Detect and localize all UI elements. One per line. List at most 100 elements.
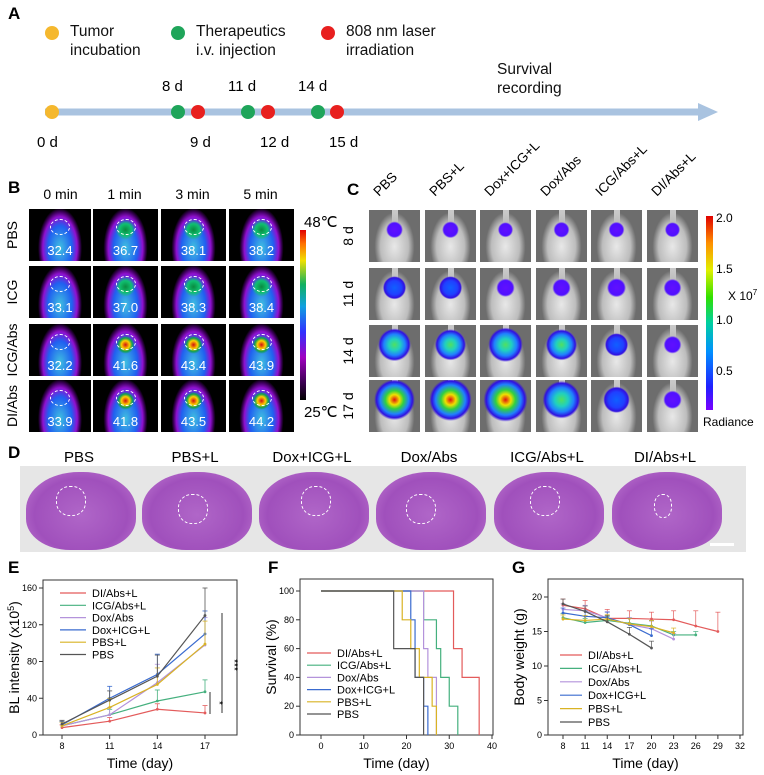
panel-label-c: C: [347, 180, 360, 199]
bioluminescence-image: [369, 268, 420, 320]
data-point: [650, 625, 653, 629]
bioluminescence-image: [591, 268, 642, 320]
legend-line2: irradiation: [346, 42, 415, 59]
x-tick-label: 23: [669, 741, 679, 751]
injection-dot: [241, 105, 255, 119]
y-axis-label: Body weight (g): [511, 608, 527, 705]
data-point: [716, 630, 720, 633]
y-tick-label: 80: [284, 615, 294, 625]
radiance-unit-base: X 10: [728, 289, 753, 303]
x-tick-label: 29: [713, 741, 723, 751]
x-axis-label: Time (day): [363, 755, 429, 771]
legend-label: ICG/Abs+L: [92, 600, 146, 612]
data-point: [203, 711, 207, 715]
thermal-image: 43.5: [161, 380, 226, 432]
y-tick-label: 0: [289, 730, 294, 740]
day-row-label: 11 d: [340, 280, 356, 308]
temperature-value: 36.7: [112, 243, 139, 258]
plot-frame-g: [547, 578, 744, 736]
survival-curve: [321, 590, 438, 735]
bioluminescence-image: [536, 325, 587, 377]
histology-column-header: Dox+ICG+L: [272, 449, 352, 466]
day-row-label: 8 d: [340, 226, 356, 246]
tumor-roi-circle: [50, 276, 70, 293]
tumor-outline: [530, 486, 560, 516]
tumor-outline: [56, 486, 86, 516]
laser-day-label: 9 d: [190, 134, 211, 151]
timeline-arrow: 0 d 8 d 9 d 11 d 12 d 14 d 15 d: [37, 78, 718, 151]
thermal-image: 38.3: [161, 266, 226, 318]
temperature-value: 38.3: [180, 300, 207, 315]
thermal-image: 38.4: [229, 266, 294, 318]
tumor-roi-circle: [251, 219, 272, 236]
y-tick-label: 5: [537, 696, 542, 706]
legend-label: Dox/Abs: [337, 672, 379, 684]
temperature-value: 38.4: [248, 300, 275, 315]
x-axis-label: Time (day): [107, 755, 173, 771]
data-point: [155, 707, 159, 711]
histology-column-header: Dox/Abs: [400, 449, 458, 466]
data-point: [627, 622, 631, 626]
legend-dot-1: [171, 26, 185, 40]
y-tick-label: 80: [27, 657, 37, 667]
x-tick-label: 11: [105, 741, 114, 751]
series-line: [61, 708, 206, 729]
survival-line2: recording: [497, 80, 562, 97]
x-tick-label: 40: [487, 741, 497, 751]
laser-dot: [191, 105, 205, 119]
thermal-image: 36.7: [93, 209, 158, 261]
x-tick-label: 14: [152, 741, 162, 751]
tumor-roi-circle: [183, 219, 204, 236]
temperature-value: 38.1: [180, 243, 207, 258]
y-axis-label: Survival (%): [263, 619, 279, 694]
legend-label: Dox+ICG+L: [588, 690, 646, 702]
legend-label: PBS: [588, 717, 610, 729]
tumor-roi-circle: [115, 390, 136, 407]
y-tick-label: 0: [32, 730, 37, 740]
tumor-roi-circle: [50, 334, 70, 351]
laser-day-label: 12 d: [260, 134, 289, 151]
x-tick-label: 0: [318, 741, 323, 751]
data-point: [672, 637, 676, 641]
legend-label: Dox/Abs: [92, 613, 134, 625]
series-line: [61, 615, 206, 725]
temperature-value: 43.5: [180, 414, 207, 429]
tumor-roi-circle: [183, 390, 204, 407]
thermal-image: 41.8: [93, 380, 158, 432]
y-tick-label: 40: [27, 693, 37, 703]
y-tick-label: 100: [279, 586, 294, 596]
data-point: [155, 674, 159, 678]
thermal-colorbar: [300, 230, 306, 400]
data-point: [155, 683, 159, 686]
day-row-label: 17 d: [340, 392, 356, 420]
brain-section-image: [376, 472, 486, 550]
temperature-value: 33.1: [47, 300, 73, 315]
histology-column-header: DI/Abs+L: [633, 449, 697, 466]
laser-dot: [261, 105, 275, 119]
radiance-tick-label: 0.5: [716, 364, 733, 378]
data-point: [60, 722, 64, 726]
bioluminescence-image: [425, 268, 476, 320]
series-line: [562, 618, 674, 634]
brain-section-image: [612, 472, 722, 550]
y-axis-label-part: ): [6, 601, 22, 606]
y-tick-label: 20: [532, 592, 542, 602]
bioluminescence-image: [591, 325, 642, 377]
legend-label: ICG/Abs+L: [588, 663, 642, 675]
thermal-image: 43.9: [229, 324, 294, 376]
tumor-roi-circle: [115, 276, 136, 293]
data-point: [583, 621, 587, 624]
legend-label: DI/Abs+L: [588, 650, 634, 662]
legend-label: PBS+L: [337, 697, 372, 709]
temperature-value: 44.2: [248, 414, 275, 429]
x-tick-label: 8: [59, 741, 64, 751]
radiance-colorbar: [706, 216, 713, 410]
bioluminescence-image: [647, 268, 698, 320]
histology-column-header: PBS+L: [171, 449, 219, 466]
legend-text-1: Therapeutics i.v. injection: [196, 22, 286, 60]
data-point: [672, 631, 676, 635]
y-axis-label-part: BL intensity (x10: [6, 611, 22, 714]
radiance-title: Radiance: [703, 415, 754, 429]
data-point: [108, 706, 112, 709]
